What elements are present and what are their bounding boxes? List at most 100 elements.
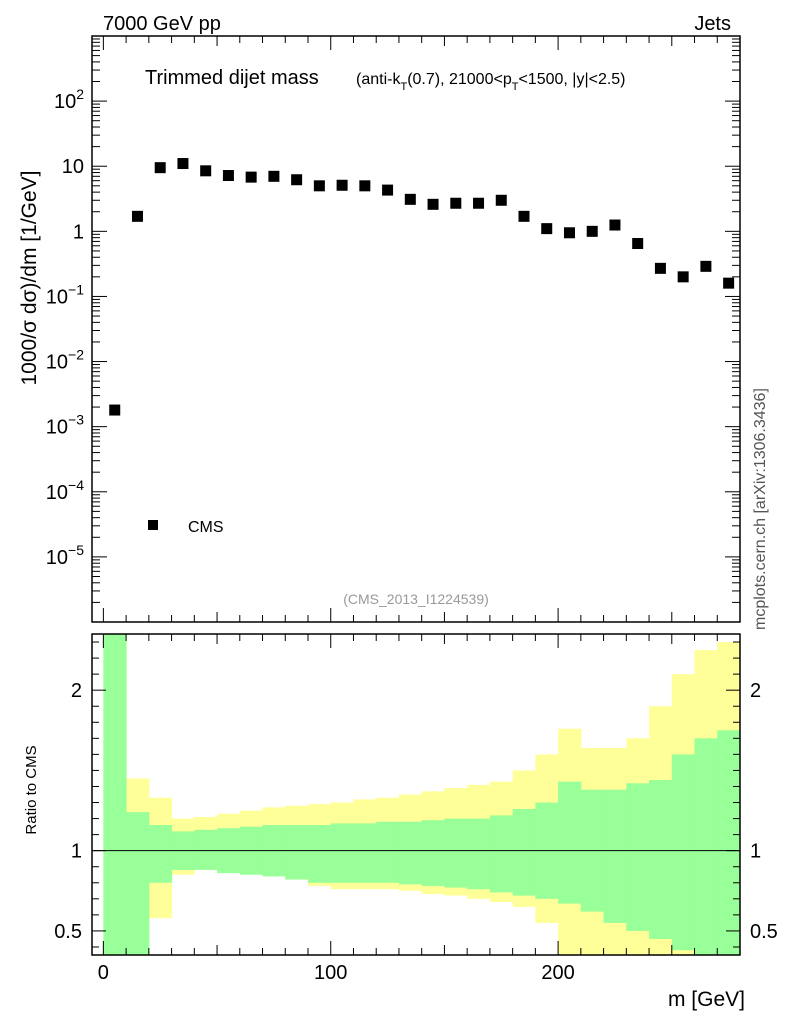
- data-point: [609, 219, 621, 231]
- green-band-bin: [626, 783, 650, 931]
- plot-title-cuts-mid: (0.7), 21000<p: [407, 71, 512, 88]
- main-y-tick-label: 10−5: [46, 542, 84, 569]
- main-y-tick-label-base: 10: [46, 286, 68, 308]
- data-point: [632, 238, 644, 250]
- green-band-bin: [444, 818, 468, 888]
- green-band-bin: [330, 823, 354, 883]
- data-point: [404, 193, 416, 205]
- plot-title-main: Trimmed dijet mass: [145, 67, 319, 89]
- main-y-tick-label-exponent: −3: [68, 412, 84, 428]
- header-right-label: Jets: [694, 13, 731, 35]
- legend-label: CMS: [188, 519, 224, 536]
- main-y-tick-label-base: 10: [54, 91, 76, 113]
- data-point: [654, 262, 666, 274]
- green-band-bin: [489, 815, 514, 893]
- data-point: [541, 223, 553, 235]
- main-y-tick-label-exponent: −2: [68, 347, 84, 363]
- green-band-bin: [126, 812, 150, 955]
- data-point: [563, 227, 575, 239]
- main-y-tick-label-base: 10: [46, 547, 68, 569]
- x-axis-label: m [GeV]: [668, 988, 745, 1011]
- ratio-y-tick-label: 2: [71, 680, 82, 702]
- ratio-bands: [103, 634, 741, 955]
- main-y-tick-label: 10−4: [46, 477, 84, 504]
- plot-title-cuts-sub1: T: [400, 81, 407, 93]
- data-point: [222, 170, 234, 182]
- data-point: [586, 225, 598, 237]
- side-credit-label: mcplots.cern.ch [arXiv:1306.3436]: [752, 388, 769, 630]
- header-left-label: 7000 GeV pp: [103, 13, 221, 35]
- main-y-tick-label: 102: [54, 86, 84, 113]
- ratio-y-tick-label-right: 0.5: [750, 921, 778, 943]
- data-point: [154, 162, 166, 174]
- green-band-bin: [353, 823, 377, 883]
- x-tick-label: 100: [314, 962, 347, 984]
- data-point: [200, 165, 212, 177]
- plot-title: Trimmed dijet mass: [145, 67, 319, 89]
- main-y-tick-label-exponent: −4: [68, 477, 84, 493]
- green-band-bin: [603, 789, 627, 923]
- main-y-tick-label-exponent: −5: [68, 542, 84, 558]
- green-band-bin: [285, 824, 309, 880]
- main-y-tick-label: 10: [62, 156, 84, 178]
- green-band-bin: [512, 808, 536, 896]
- data-point: [450, 197, 462, 209]
- green-band-bin: [376, 821, 400, 883]
- green-band-bin: [467, 818, 491, 890]
- plot-title-cuts-sub2: T: [512, 81, 519, 93]
- ratio-y-tick-label-right: 2: [750, 680, 761, 702]
- main-plot-frame: [91, 35, 741, 623]
- main-y-tick-label-base: 10: [46, 352, 68, 374]
- main-y-tick-label-exponent: −1: [68, 281, 84, 297]
- green-band-bin: [694, 738, 718, 955]
- main-y-tick-label: 10−3: [46, 412, 84, 439]
- data-point: [131, 210, 143, 222]
- data-point: [495, 194, 507, 206]
- ratio-y-tick-label-right: 1: [750, 841, 761, 863]
- main-y-tick-label-base: 10: [62, 156, 84, 178]
- data-point: [723, 277, 735, 289]
- data-point: [700, 260, 712, 272]
- data-point: [427, 198, 439, 210]
- data-point: [313, 180, 325, 192]
- data-point: [109, 404, 121, 416]
- data-point: [677, 271, 689, 283]
- green-band-bin: [398, 821, 423, 885]
- plot-frames: [91, 35, 741, 956]
- data-point: [473, 197, 485, 209]
- data-point: [336, 179, 348, 191]
- green-band-bin: [148, 824, 173, 883]
- green-band-bin: [421, 820, 445, 886]
- ratio-y-tick-label: 0.5: [54, 921, 82, 943]
- green-band-bin: [558, 781, 582, 904]
- ratio-y-tick-label: 1: [71, 841, 82, 863]
- main-y-axis-label: 1000/σ dσ)/dm [1/GeV]: [18, 170, 41, 385]
- x-tick-label: 200: [541, 962, 574, 984]
- green-band-bin: [308, 824, 332, 883]
- data-point: [177, 158, 189, 170]
- main-data-points: [109, 158, 735, 416]
- green-band-bin: [649, 780, 673, 939]
- ratio-plot-frame: [91, 633, 741, 956]
- axis-ticks: [92, 35, 741, 955]
- data-point: [518, 210, 530, 222]
- plot-title-cuts-suffix: <1500, |y|<2.5): [518, 71, 625, 88]
- plot-title-cuts-prefix: (anti-k: [356, 71, 401, 88]
- data-point: [382, 184, 394, 196]
- data-point: [268, 170, 280, 182]
- green-band-bin: [671, 754, 696, 951]
- analysis-id-label: (CMS_2013_I1224539): [343, 591, 489, 607]
- green-band-bin: [103, 634, 127, 955]
- legend-marker: [148, 520, 158, 530]
- main-y-tick-label-base: 10: [46, 417, 68, 439]
- ratio-y-axis-label: Ratio to CMS: [23, 745, 40, 834]
- main-y-tick-label-exponent: 2: [76, 86, 84, 102]
- green-band-bin: [717, 730, 741, 955]
- data-point: [291, 174, 303, 186]
- data-point: [359, 180, 371, 192]
- data-point: [245, 171, 257, 183]
- plot-title-cuts: (anti-kT(0.7), 21000<pT<1500, |y|<2.5): [356, 71, 626, 93]
